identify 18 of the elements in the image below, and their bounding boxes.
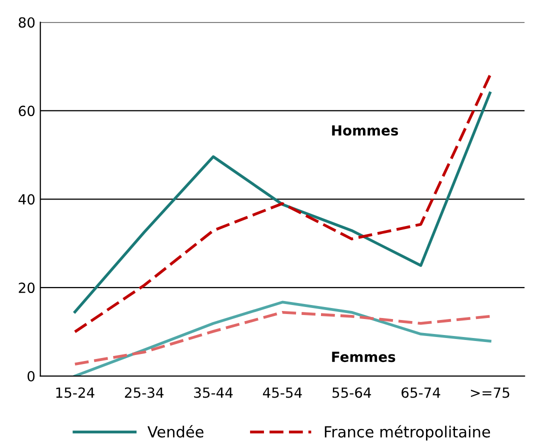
y-tick-label: 0 xyxy=(28,370,35,382)
x-tick-label: 35-44 xyxy=(194,387,233,398)
legend-label: France métropolitaine xyxy=(324,425,490,441)
y-tick-label: 40 xyxy=(18,194,35,205)
y-tick-label: 80 xyxy=(18,17,35,28)
y-tick-label: 20 xyxy=(18,282,35,294)
line-series xyxy=(74,300,492,376)
annotation: Hommes xyxy=(332,125,398,136)
x-tick-label: >=75 xyxy=(470,388,510,398)
line-series xyxy=(74,310,492,366)
legend-label: Vendée xyxy=(148,425,204,438)
x-tick-label: 25-34 xyxy=(124,387,164,398)
x-tick-label: 55-64 xyxy=(332,387,372,398)
x-tick-label: 65-74 xyxy=(402,387,440,398)
x-tick-label: 45-54 xyxy=(262,388,302,398)
x-tick-label: 15-24 xyxy=(56,387,94,398)
y-tick-label: 60 xyxy=(18,106,35,116)
annotation: Femmes xyxy=(332,352,396,362)
